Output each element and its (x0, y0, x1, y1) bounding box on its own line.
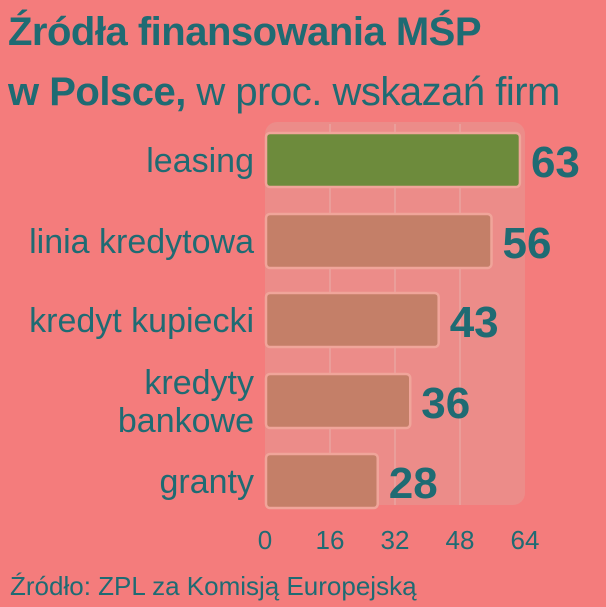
x-tick-label-16: 16 (316, 525, 345, 555)
category-label-4: granty (160, 463, 255, 501)
bar-chart: 63 leasing 56 linia kredytowa 43 kredyt kupie… (29, 122, 580, 555)
x-tick-label-0: 0 (258, 525, 272, 555)
value-label-1: 56 (503, 219, 552, 268)
title-line-2-bold: w Polsce, (8, 70, 186, 114)
value-label-0: 63 (531, 138, 580, 187)
category-label-1: linia kredytowa (29, 223, 254, 261)
title-line-2-light: w proc. wskazań firm (185, 70, 560, 114)
category-label-3-1: bankowe (118, 402, 254, 440)
x-tick-label-64: 64 (511, 525, 540, 555)
value-label-2: 43 (450, 298, 499, 347)
bar-4 (264, 452, 379, 510)
title-line-1: Źródła finansowania MŚP (8, 10, 482, 54)
chart-title: Źródła finansowania MŚP w Polsce, w proc… (8, 2, 606, 122)
source-note: Źródło: ZPL za Komisją Europejską (10, 571, 417, 601)
x-tick-label-32: 32 (381, 525, 410, 555)
bar-2 (264, 291, 440, 349)
bar-1 (264, 212, 493, 270)
category-label-0: leasing (146, 142, 254, 180)
bar-3 (264, 372, 412, 430)
x-tick-label-48: 48 (446, 525, 475, 555)
category-label-2: kredyt kupiecki (29, 302, 254, 340)
bar-0 (264, 131, 522, 189)
category-label-3-0: kredyty (144, 364, 254, 402)
value-label-4: 28 (389, 459, 438, 508)
value-label-3: 36 (421, 379, 470, 428)
